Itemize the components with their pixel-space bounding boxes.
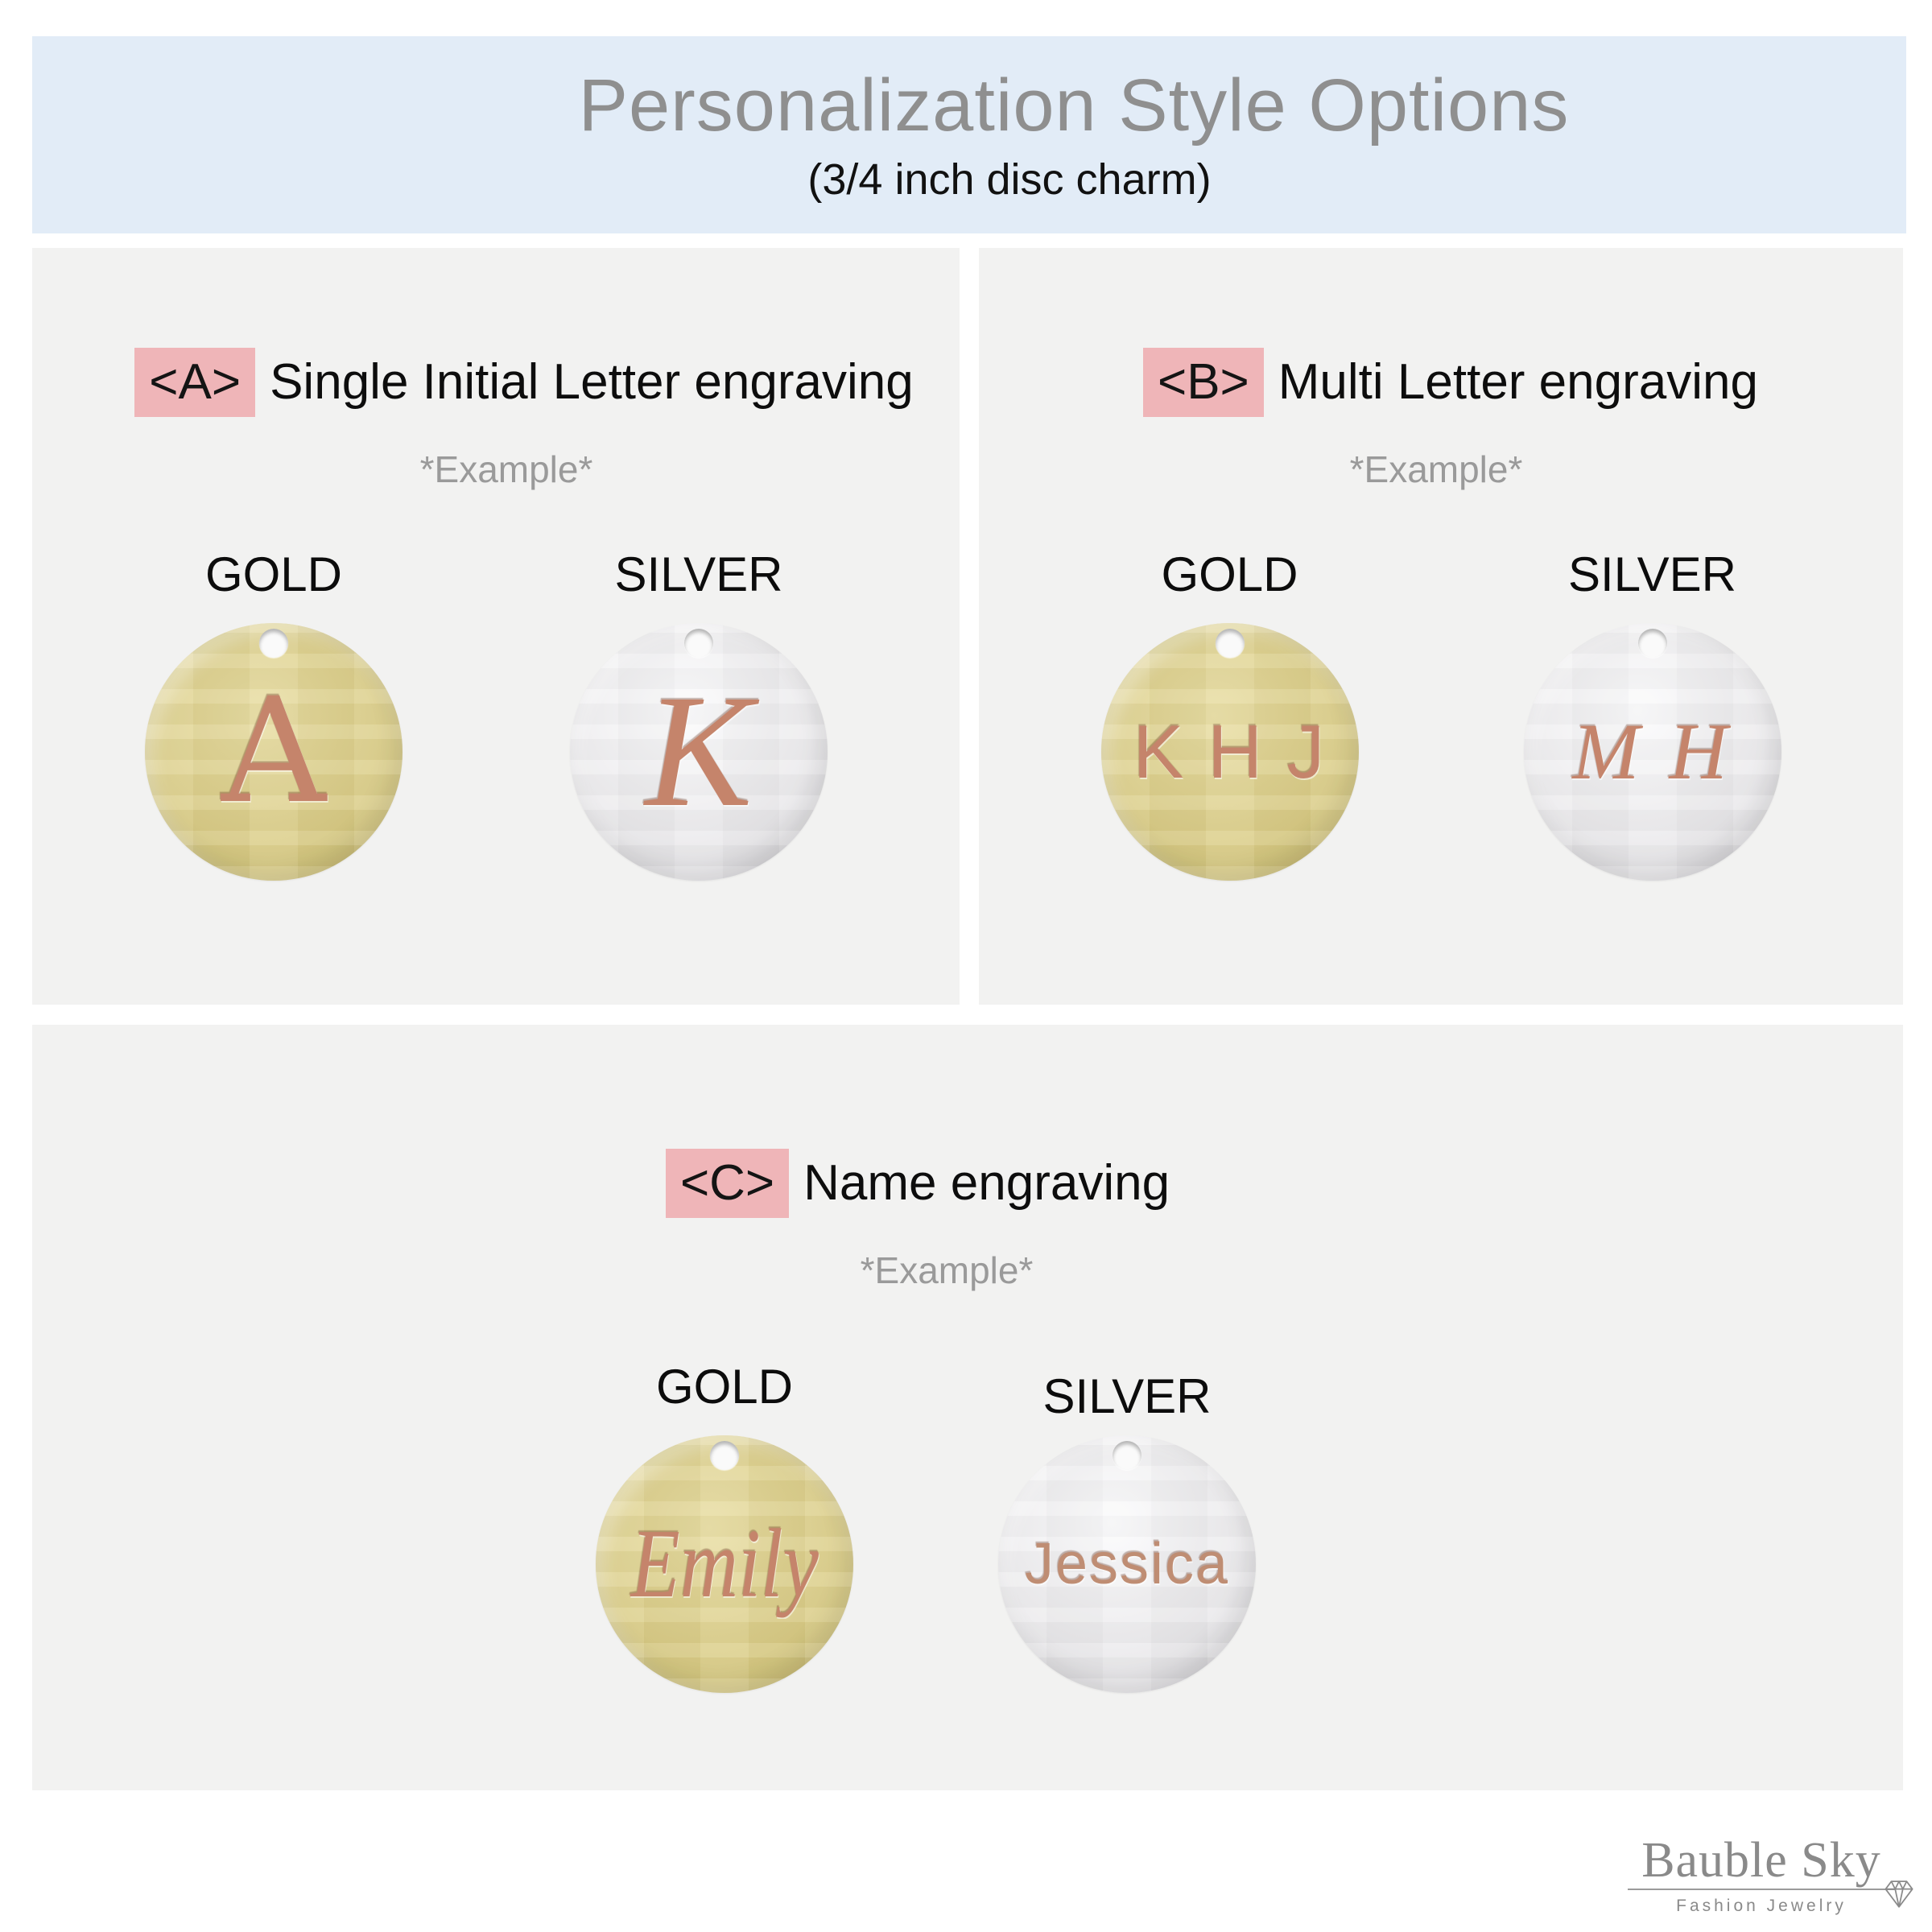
section-c-heading: <C> Name engraving: [0, 1149, 1853, 1218]
section-b-silver-column: SILVER M H: [1516, 551, 1790, 881]
section-b-discs-row: GOLD K H J SILVER M H: [979, 551, 1903, 881]
charm-hole: [1113, 1441, 1141, 1470]
section-c-tag-badge: <C>: [665, 1149, 790, 1218]
disc-engraving: M H: [1572, 707, 1732, 796]
disc-engraving: K H J: [1133, 709, 1327, 794]
section-c-title: Name engraving: [803, 1155, 1170, 1211]
gold-label: GOLD: [1161, 547, 1298, 601]
charm-hole: [1215, 629, 1245, 658]
silver-label: SILVER: [1042, 1369, 1212, 1423]
disc-engraving: Emily: [630, 1509, 819, 1618]
silver-label: SILVER: [1568, 547, 1736, 601]
gold-disc-charm: K H J: [1100, 623, 1359, 881]
section-c-panel: <C> Name engraving *Example* GOLD Emily …: [32, 1025, 1903, 1790]
charm-hole: [710, 1441, 739, 1470]
page-title: Personalization Style Options: [578, 64, 1570, 147]
silver-label: SILVER: [614, 547, 783, 601]
brand-logo: Bauble Sky Fashion Jewelry: [1628, 1833, 1913, 1916]
page-subtitle: (3/4 inch disc charm): [807, 155, 1212, 204]
section-a-silver-column: SILVER K: [562, 551, 836, 881]
top-panels-row: <A> Single Initial Letter engraving *Exa…: [32, 248, 1906, 1005]
section-a-panel: <A> Single Initial Letter engraving *Exa…: [32, 248, 960, 1005]
brand-name: Bauble Sky: [1641, 1833, 1881, 1888]
section-a-title: Single Initial Letter engraving: [270, 354, 914, 410]
section-a-example-note: *Example*: [419, 448, 593, 490]
section-c-example-note: *Example*: [860, 1249, 1034, 1291]
disc-engraving: K: [645, 663, 753, 840]
charm-hole: [1637, 629, 1667, 658]
gold-label: GOLD: [204, 547, 343, 601]
section-b-example-note: *Example*: [1349, 448, 1523, 490]
brand-divider: [1628, 1880, 1913, 1908]
disc-engraving: Jessica: [1024, 1532, 1230, 1596]
section-b-gold-column: GOLD K H J: [1093, 551, 1367, 881]
section-b-title: Multi Letter engraving: [1278, 354, 1758, 410]
silver-disc-charm: K: [570, 623, 828, 881]
charm-hole: [259, 629, 288, 658]
gold-disc-charm: Emily: [596, 1435, 853, 1693]
charm-hole: [684, 629, 713, 658]
section-b-tag-badge: <B>: [1143, 348, 1264, 417]
page: Personalization Style Options (3/4 inch …: [0, 36, 1932, 1932]
brand-tagline: Fashion Jewelry: [1676, 1897, 1847, 1915]
section-a-tag-badge: <A>: [134, 348, 256, 417]
diamond-icon: [1884, 1877, 1914, 1911]
silver-disc-charm: Jessica: [998, 1435, 1256, 1693]
disc-engraving: A: [221, 667, 326, 836]
header-banner: Personalization Style Options (3/4 inch …: [32, 36, 1906, 233]
silver-disc-charm: M H: [1523, 623, 1781, 881]
section-b-panel: <B> Multi Letter engraving *Example* GOL…: [979, 248, 1903, 1005]
section-c-discs-row: GOLD Emily SILVER Jessica: [0, 1363, 1861, 1693]
gold-disc-charm: A: [145, 623, 402, 881]
section-a-discs-row: GOLD A SILVER K: [23, 551, 950, 881]
section-a-heading: <A> Single Initial Letter engraving: [60, 348, 988, 417]
section-a-gold-column: GOLD A: [137, 551, 411, 881]
section-c-silver-column: SILVER Jessica: [990, 1363, 1264, 1693]
gold-label: GOLD: [655, 1360, 794, 1414]
section-b-heading: <B> Multi Letter engraving: [989, 348, 1913, 417]
section-c-gold-column: GOLD Emily: [588, 1363, 861, 1693]
